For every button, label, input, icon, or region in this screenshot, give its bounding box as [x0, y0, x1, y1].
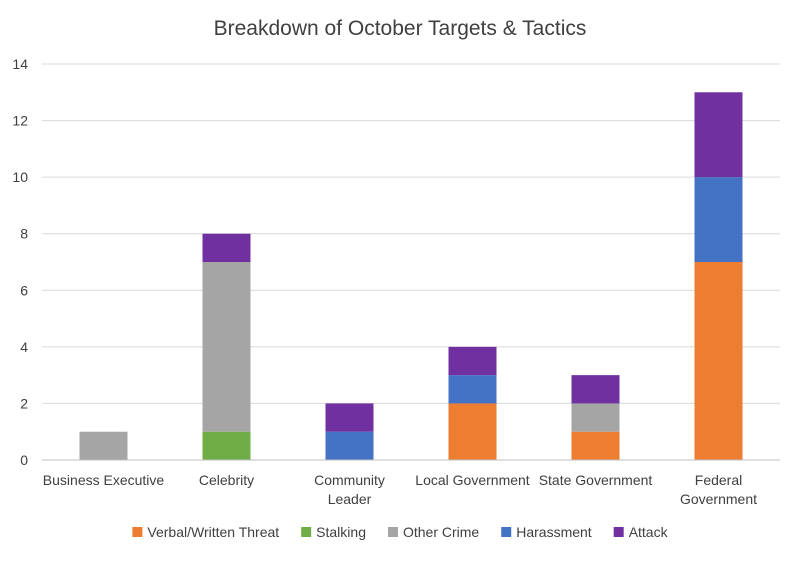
legend-item: Other Crime	[387, 524, 479, 540]
gridlines	[42, 63, 780, 404]
y-tick-label: 4	[20, 339, 28, 355]
y-tick-label: 6	[20, 282, 28, 298]
bar-stack	[571, 375, 620, 460]
bar-segment	[448, 346, 497, 376]
y-axis-ticks: 0 2 4 6 8 10 12 14	[12, 56, 28, 468]
legend-item: Harassment	[501, 524, 592, 540]
x-axis-ticks: Business Executive Celebrity Community Lead…	[43, 472, 757, 507]
bar-stack	[694, 92, 743, 460]
legend: Verbal/Written Threat Stalking Other Crime…	[132, 524, 669, 540]
legend-swatch	[132, 527, 143, 537]
x-tick-label: Local Government	[415, 472, 530, 488]
x-tick-label: Celebrity	[199, 472, 254, 488]
bar-segment	[202, 262, 251, 432]
bar-segment	[325, 431, 374, 460]
bar-segment	[202, 431, 251, 460]
legend-swatch	[501, 527, 512, 537]
bar-segment	[694, 177, 743, 262]
bar-stack	[202, 233, 251, 460]
bar-stack	[79, 431, 128, 460]
x-tick-label: Community Leader	[314, 472, 385, 507]
bar-segment	[571, 431, 620, 460]
bars	[79, 92, 743, 460]
bar-stack	[448, 346, 497, 460]
x-tick-label: Federal Government	[680, 472, 757, 507]
legend-item: Attack	[613, 524, 669, 540]
legend-label: Verbal/Written Threat	[147, 524, 279, 540]
y-tick-label: 2	[20, 395, 28, 411]
y-tick-label: 8	[20, 226, 28, 242]
y-tick-label: 12	[12, 113, 28, 129]
y-tick-label: 14	[12, 56, 28, 72]
legend-swatch	[387, 527, 398, 537]
bar-segment	[448, 403, 497, 460]
bar-segment	[202, 233, 251, 262]
legend-label: Other Crime	[403, 524, 479, 540]
legend-swatch	[301, 527, 312, 537]
legend-label: Harassment	[516, 524, 592, 540]
x-tick-label: Business Executive	[43, 472, 165, 488]
x-tick-label: State Government	[539, 472, 653, 488]
bar-segment	[694, 262, 743, 460]
bar-segment	[79, 431, 128, 460]
legend-item: Stalking	[301, 524, 366, 540]
bar-segment	[325, 403, 374, 432]
legend-swatch	[613, 527, 624, 537]
bar-segment	[694, 92, 743, 178]
legend-label: Attack	[629, 524, 669, 540]
bar-stack	[325, 403, 374, 460]
legend-label: Stalking	[316, 524, 366, 540]
bar-segment	[571, 375, 620, 404]
legend-item: Verbal/Written Threat	[132, 524, 279, 540]
bar-segment	[571, 403, 620, 432]
bar-segment	[448, 375, 497, 404]
chart-title: Breakdown of October Targets & Tactics	[214, 17, 587, 40]
y-tick-label: 10	[12, 169, 28, 185]
y-tick-label: 0	[20, 452, 28, 468]
